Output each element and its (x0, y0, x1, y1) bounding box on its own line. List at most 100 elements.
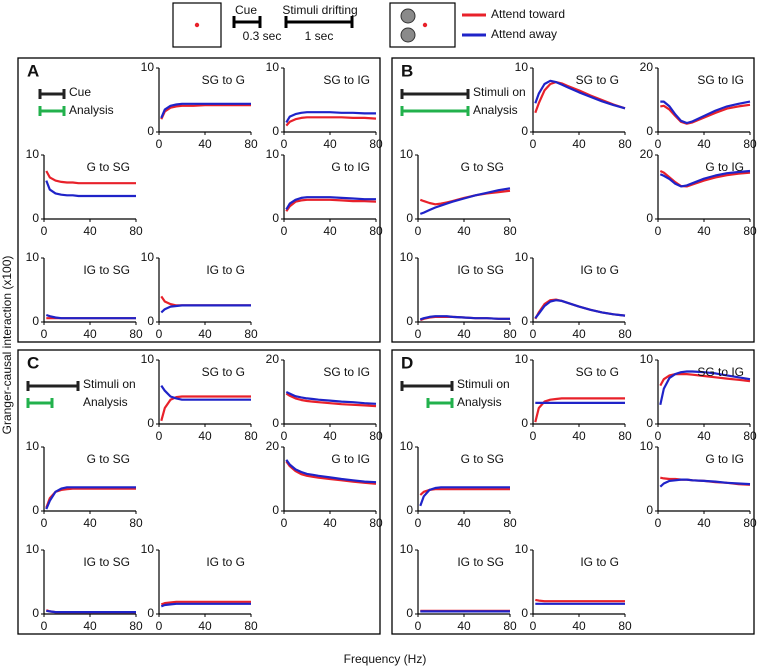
x-tick-label: 80 (369, 429, 383, 443)
chart-title: SG to IG (323, 365, 370, 379)
y-tick-label: 20 (640, 60, 654, 74)
y-tick-label: 10 (515, 542, 529, 556)
series-line (419, 488, 510, 496)
x-tick-label: 40 (198, 619, 212, 633)
series-line (160, 602, 251, 608)
chart-title: IG to SG (457, 555, 504, 569)
y-tick-label: 10 (26, 147, 40, 161)
y-tick-label: 0 (147, 606, 154, 620)
y-tick-label: 0 (272, 211, 279, 225)
x-tick-label: 0 (41, 516, 48, 530)
y-tick-label: 10 (400, 542, 414, 556)
timeline-label: Analysis (473, 103, 518, 117)
x-tick-label: 40 (457, 619, 471, 633)
timeline-label: Stimuli on (473, 85, 526, 99)
chart-title: SG to G (576, 365, 619, 379)
chart-title: SG to G (202, 365, 245, 379)
x-tick-label: 40 (83, 224, 97, 238)
x-tick-label: 80 (618, 429, 632, 443)
panel-frame (391, 57, 755, 343)
series-line (45, 180, 136, 198)
x-tick-label: 40 (697, 137, 711, 151)
x-tick-label: 80 (244, 429, 258, 443)
series-line (285, 392, 377, 408)
y-tick-label: 0 (272, 503, 279, 517)
chart-title: SG to G (202, 73, 245, 87)
fixation-dot (194, 22, 200, 28)
cue-duration: 0.3 sec (243, 29, 282, 43)
x-tick-label: 80 (244, 137, 258, 151)
x-tick-label: 80 (129, 224, 143, 238)
x-tick-label: 0 (415, 516, 422, 530)
fixation-box (172, 2, 222, 48)
x-tick-label: 40 (83, 327, 97, 341)
y-tick-label: 0 (646, 416, 653, 430)
series-line (160, 395, 251, 422)
x-tick-label: 40 (323, 137, 337, 151)
series-line (419, 486, 510, 507)
y-tick-label: 10 (266, 147, 280, 161)
legend-label: Attend away (491, 27, 557, 41)
y-tick-label: 10 (141, 250, 155, 264)
y-tick-label: 0 (521, 314, 528, 328)
stimuli-label: Stimuli drifting (282, 3, 357, 17)
series-line (45, 313, 136, 320)
stimulus-grating (400, 27, 416, 43)
timeline-bar (38, 89, 66, 99)
x-tick-label: 80 (369, 137, 383, 151)
x-axis-label: Frequency (Hz) (344, 652, 427, 666)
x-tick-label: 0 (530, 619, 537, 633)
y-tick-label: 0 (406, 211, 413, 225)
y-tick-label: 0 (272, 416, 279, 430)
x-tick-label: 0 (655, 429, 662, 443)
y-tick-label: 0 (272, 124, 279, 138)
y-tick-label: 0 (406, 503, 413, 517)
x-tick-label: 0 (281, 429, 288, 443)
cue-bar (232, 16, 262, 28)
x-tick-label: 80 (618, 619, 632, 633)
x-tick-label: 80 (743, 224, 757, 238)
y-tick-label: 10 (640, 352, 654, 366)
chart-title: SG to IG (323, 73, 370, 87)
timeline-label: Analysis (69, 103, 114, 117)
analysis-bar (38, 106, 66, 116)
y-tick-label: 10 (400, 250, 414, 264)
y-tick-label: 0 (646, 503, 653, 517)
x-tick-label: 0 (156, 619, 163, 633)
series-line (659, 373, 751, 387)
x-tick-label: 80 (618, 137, 632, 151)
x-tick-label: 0 (281, 516, 288, 530)
y-tick-label: 0 (32, 211, 39, 225)
x-tick-label: 40 (457, 224, 471, 238)
x-tick-label: 40 (697, 224, 711, 238)
y-tick-label: 10 (26, 250, 40, 264)
chart-title: IG to G (206, 263, 245, 277)
timeline-bar (400, 381, 454, 391)
y-tick-label: 0 (521, 124, 528, 138)
x-tick-label: 0 (655, 516, 662, 530)
series-line (160, 384, 251, 401)
panel-frame (17, 349, 381, 635)
timeline-label: Analysis (83, 395, 128, 409)
x-tick-label: 40 (323, 224, 337, 238)
x-tick-label: 0 (41, 224, 48, 238)
y-tick-label: 0 (32, 314, 39, 328)
chart-title: IG to SG (83, 263, 130, 277)
timeline-bar (400, 89, 470, 99)
x-tick-label: 40 (198, 137, 212, 151)
timeline-label: Stimuli on (83, 377, 136, 391)
x-tick-label: 40 (697, 429, 711, 443)
series-line (45, 486, 136, 510)
y-tick-label: 10 (515, 250, 529, 264)
x-tick-label: 0 (415, 619, 422, 633)
y-tick-label: 20 (266, 352, 280, 366)
x-tick-label: 0 (530, 429, 537, 443)
x-tick-label: 80 (369, 224, 383, 238)
series-line (285, 390, 377, 405)
chart-title: SG to IG (697, 365, 744, 379)
chart-title: G to SG (87, 452, 130, 466)
y-tick-label: 0 (147, 314, 154, 328)
series-line (285, 198, 377, 212)
chart-title: IG to SG (457, 263, 504, 277)
